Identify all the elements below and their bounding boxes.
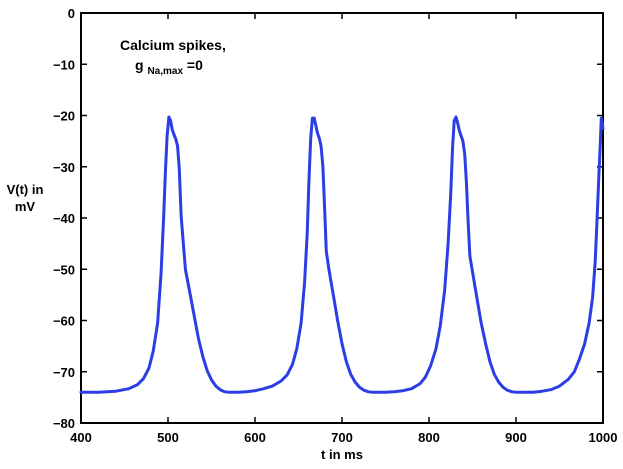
y-tick-label: −40 bbox=[53, 211, 75, 226]
y-axis-label-line1: V(t) in bbox=[7, 182, 44, 197]
voltage-trace-line bbox=[79, 115, 605, 394]
annotation-g-rest: =0 bbox=[187, 57, 203, 73]
x-tick-label: 400 bbox=[70, 430, 92, 445]
x-axis-ticks: 400 500 600 700 800 900 1000 bbox=[70, 13, 617, 445]
y-tick-label: −70 bbox=[53, 365, 75, 380]
x-tick-label: 900 bbox=[505, 430, 527, 445]
x-tick-label: 600 bbox=[244, 430, 266, 445]
y-tick-label: −10 bbox=[53, 57, 75, 72]
x-tick-label: 500 bbox=[157, 430, 179, 445]
y-tick-label: −20 bbox=[53, 109, 75, 124]
y-tick-label: 0 bbox=[68, 6, 75, 21]
x-tick-label: 1000 bbox=[589, 430, 618, 445]
y-tick-label: −60 bbox=[53, 314, 75, 329]
annotation: Calcium spikes, g Na,max =0 bbox=[120, 37, 226, 77]
y-tick-label: −50 bbox=[53, 262, 75, 277]
x-tick-label: 700 bbox=[331, 430, 353, 445]
annotation-line1: Calcium spikes, bbox=[120, 37, 226, 53]
annotation-g-subscript: Na,max bbox=[147, 66, 183, 77]
y-axis-label-line2: mV bbox=[15, 199, 36, 214]
annotation-g-base: g bbox=[135, 57, 144, 73]
y-tick-label: −80 bbox=[53, 416, 75, 431]
annotation-line2: g Na,max =0 bbox=[135, 57, 203, 77]
x-axis-label: t in ms bbox=[321, 447, 363, 462]
y-tick-label: −30 bbox=[53, 160, 75, 175]
x-tick-label: 800 bbox=[418, 430, 440, 445]
y-axis-ticks: 0 −10 −20 −30 −40 −50 −60 −70 −80 bbox=[53, 6, 603, 431]
